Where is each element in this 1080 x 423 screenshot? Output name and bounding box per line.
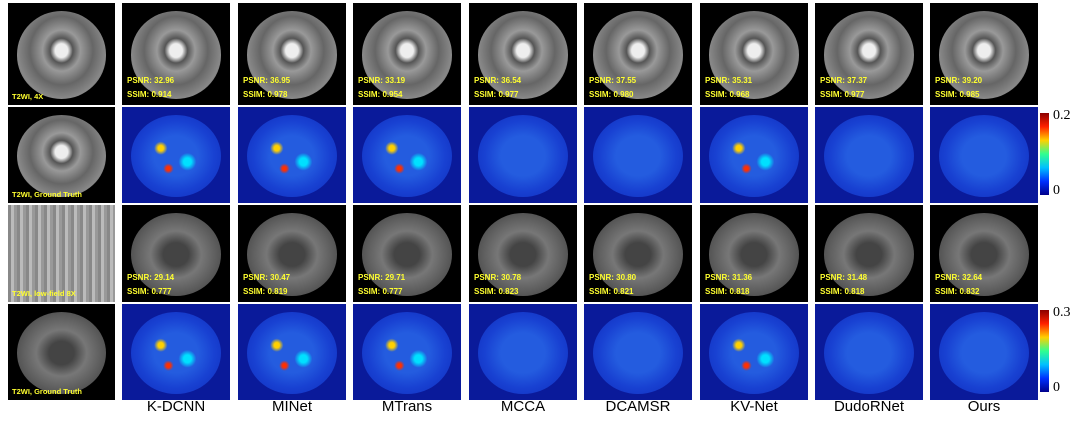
ssim-label: SSIM: 0.985 xyxy=(935,90,980,99)
colorbar-min: 0 xyxy=(1053,380,1060,395)
error-map xyxy=(700,304,808,400)
ssim-label: SSIM: 0.821 xyxy=(589,287,634,296)
error-map xyxy=(122,304,230,400)
ssim-label: SSIM: 0.954 xyxy=(358,90,403,99)
ssim-label: SSIM: 0.968 xyxy=(705,90,750,99)
column-label: MCCA xyxy=(500,398,546,415)
column-label: KV-Net xyxy=(730,398,778,415)
error-map xyxy=(122,107,230,203)
reconstruction: PSNR: 36.95 SSIM: 0.978 xyxy=(238,3,346,105)
psnr-label: PSNR: 29.14 xyxy=(127,273,175,282)
ssim-label: SSIM: 0.980 xyxy=(589,90,634,99)
row-label: T2WI, Ground Truth xyxy=(12,387,82,396)
reconstruction: PSNR: 31.48 SSIM: 0.818 xyxy=(815,205,923,302)
ssim-label: SSIM: 0.777 xyxy=(127,287,172,296)
reconstruction: PSNR: 35.31 SSIM: 0.968 xyxy=(700,3,808,105)
column-label: DCAMSR xyxy=(605,398,671,415)
error-map xyxy=(700,107,808,203)
reconstruction: PSNR: 37.55 SSIM: 0.980 xyxy=(584,3,692,105)
column-label: MTrans xyxy=(381,398,433,415)
reconstruction: PSNR: 31.36 SSIM: 0.818 xyxy=(700,205,808,302)
error-map xyxy=(815,304,923,400)
colorbar xyxy=(1040,310,1049,392)
ssim-label: SSIM: 0.978 xyxy=(243,90,288,99)
psnr-label: PSNR: 32.64 xyxy=(935,273,983,282)
colorbar-max: 0.3 xyxy=(1053,305,1071,320)
ssim-label: SSIM: 0.823 xyxy=(474,287,519,296)
psnr-label: PSNR: 36.54 xyxy=(474,76,522,85)
reconstruction: PSNR: 36.54 SSIM: 0.977 xyxy=(469,3,577,105)
psnr-label: PSNR: 36.95 xyxy=(243,76,291,85)
error-map xyxy=(584,304,692,400)
reference-image: T2WI, Ground Truth xyxy=(8,304,115,400)
psnr-label: PSNR: 30.80 xyxy=(589,273,637,282)
reference-image: T2WI, low-field 8X xyxy=(8,205,115,302)
ssim-label: SSIM: 0.818 xyxy=(820,287,865,296)
psnr-label: PSNR: 29.71 xyxy=(358,273,406,282)
ssim-label: SSIM: 0.819 xyxy=(243,287,288,296)
error-map xyxy=(353,107,461,203)
psnr-label: PSNR: 33.19 xyxy=(358,76,406,85)
error-map xyxy=(353,304,461,400)
error-map xyxy=(469,304,577,400)
reconstruction: PSNR: 30.80 SSIM: 0.821 xyxy=(584,205,692,302)
psnr-label: PSNR: 30.47 xyxy=(243,273,291,282)
reconstruction: PSNR: 30.47 SSIM: 0.819 xyxy=(238,205,346,302)
psnr-label: PSNR: 31.36 xyxy=(705,273,753,282)
reconstruction: PSNR: 37.37 SSIM: 0.977 xyxy=(815,3,923,105)
error-map xyxy=(815,107,923,203)
column-label: K-DCNN xyxy=(146,398,206,415)
colorbar xyxy=(1040,113,1049,195)
psnr-label: PSNR: 39.20 xyxy=(935,76,983,85)
column-label: DudoRNet xyxy=(833,398,905,415)
reconstruction: PSNR: 39.20 SSIM: 0.985 xyxy=(930,3,1038,105)
reconstruction: PSNR: 32.64 SSIM: 0.832 xyxy=(930,205,1038,302)
row-label: T2WI, 4X xyxy=(12,92,44,101)
reconstruction: PSNR: 33.19 SSIM: 0.954 xyxy=(353,3,461,105)
psnr-label: PSNR: 37.37 xyxy=(820,76,868,85)
psnr-label: PSNR: 31.48 xyxy=(820,273,868,282)
row-label: T2WI, Ground Truth xyxy=(12,190,82,199)
row-label: T2WI, low-field 8X xyxy=(12,289,76,298)
error-map xyxy=(930,107,1038,203)
reference-image: T2WI, Ground Truth xyxy=(8,107,115,203)
psnr-label: PSNR: 37.55 xyxy=(589,76,637,85)
ssim-label: SSIM: 0.914 xyxy=(127,90,172,99)
ssim-label: SSIM: 0.818 xyxy=(705,287,750,296)
error-map xyxy=(238,304,346,400)
reference-image: T2WI, 4X xyxy=(8,3,115,105)
error-map xyxy=(930,304,1038,400)
error-map xyxy=(469,107,577,203)
ssim-label: SSIM: 0.777 xyxy=(358,287,403,296)
reconstruction: PSNR: 29.14 SSIM: 0.777 xyxy=(122,205,230,302)
psnr-label: PSNR: 35.31 xyxy=(705,76,753,85)
error-map xyxy=(238,107,346,203)
psnr-label: PSNR: 30.78 xyxy=(474,273,522,282)
ssim-label: SSIM: 0.832 xyxy=(935,287,980,296)
colorbar-min: 0 xyxy=(1053,183,1060,198)
reconstruction: PSNR: 29.71 SSIM: 0.777 xyxy=(353,205,461,302)
colorbar-max: 0.2 xyxy=(1053,108,1071,123)
reconstruction: PSNR: 30.78 SSIM: 0.823 xyxy=(469,205,577,302)
psnr-label: PSNR: 32.96 xyxy=(127,76,175,85)
column-label: MINet xyxy=(271,398,312,415)
column-label: Ours xyxy=(967,398,1001,415)
ssim-label: SSIM: 0.977 xyxy=(820,90,865,99)
error-map xyxy=(584,107,692,203)
reconstruction: PSNR: 32.96 SSIM: 0.914 xyxy=(122,3,230,105)
ssim-label: SSIM: 0.977 xyxy=(474,90,519,99)
